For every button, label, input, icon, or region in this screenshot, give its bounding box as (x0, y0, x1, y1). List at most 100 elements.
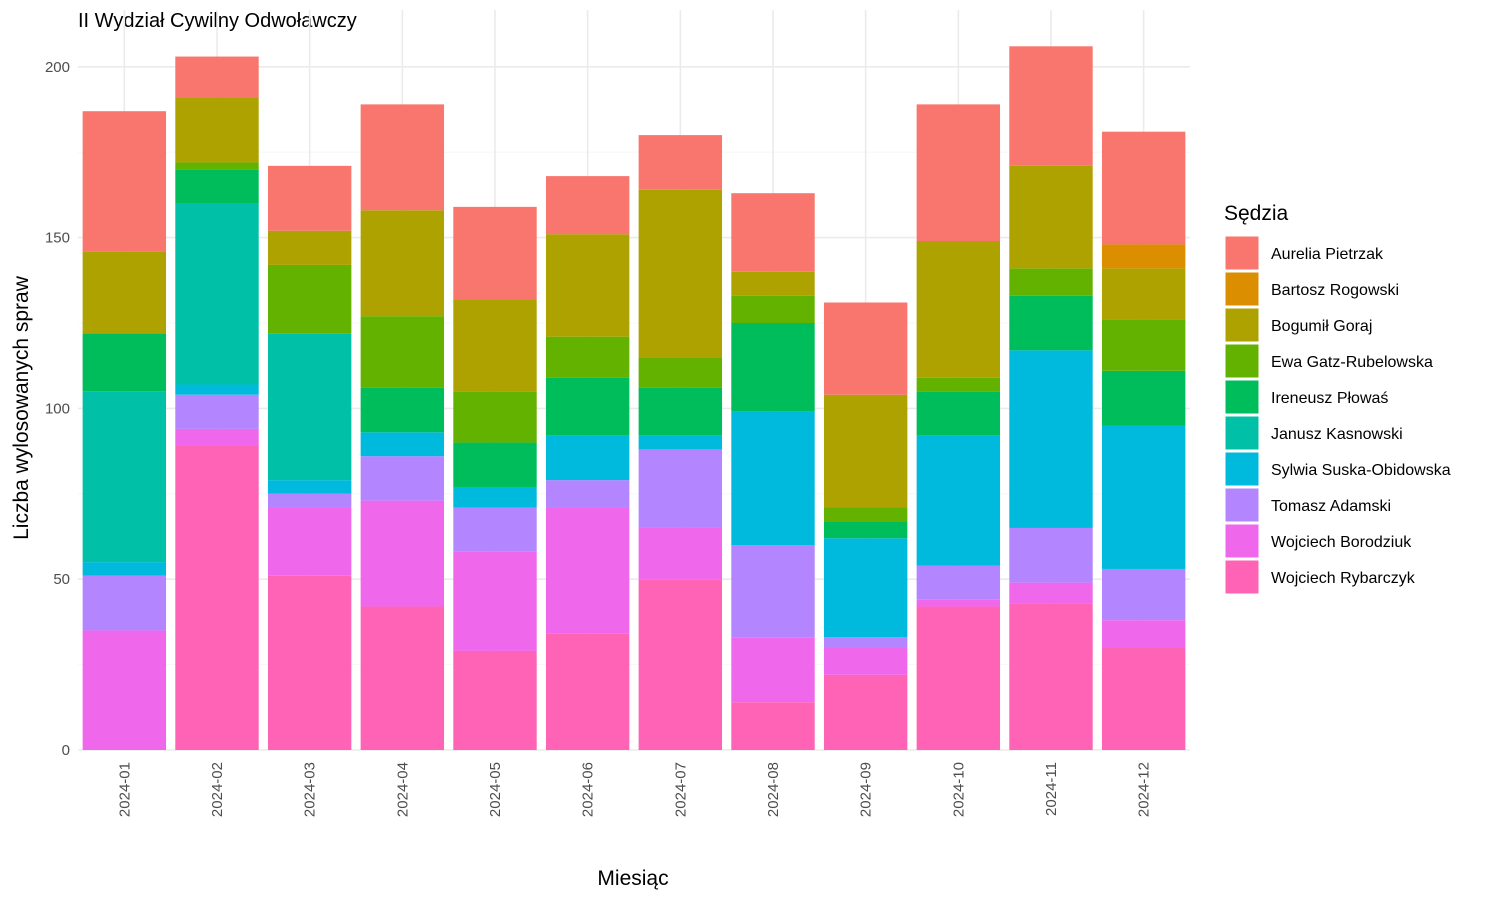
bar-segment (360, 104, 445, 211)
legend-label: Sylwia Suska-Obidowska (1271, 462, 1451, 479)
bar-segment (453, 507, 537, 552)
bar-segment (638, 449, 723, 528)
bar-segment (453, 650, 537, 750)
bar-segment (545, 435, 630, 481)
bar-segment (916, 599, 1001, 607)
bar-segment (638, 435, 723, 450)
bar-segment (823, 521, 908, 539)
legend-swatch (1224, 235, 1260, 271)
bar-segment (1101, 620, 1186, 648)
x-tick-label: 2024-01 (116, 762, 133, 817)
bar-segment (360, 606, 445, 750)
bar-segment (360, 387, 445, 433)
bar-segment (1101, 244, 1186, 269)
bar-segment (916, 377, 1001, 392)
bar-segment (823, 637, 908, 648)
bar-segment (267, 480, 352, 494)
bar-segment (453, 442, 537, 487)
bar-segment (453, 486, 537, 508)
bar-segment (731, 545, 815, 638)
legend-label: Bogumił Goraj (1271, 318, 1372, 335)
bar-segment (82, 562, 167, 576)
y-tick-label: 150 (45, 230, 70, 247)
legend: Aurelia Pietrzak Bartosz Rogowski Bogumił … (1224, 235, 1451, 595)
bar-segment (545, 176, 630, 235)
bar-segment (267, 165, 352, 231)
bar-segment (175, 56, 259, 98)
legend-swatch (1224, 559, 1260, 595)
bar-segment (1009, 603, 1093, 750)
legend-swatch (1224, 379, 1260, 415)
bar-segment (175, 169, 259, 204)
bar-segment (360, 500, 445, 607)
bar-segment (175, 203, 259, 385)
bar-segment (82, 575, 167, 631)
y-tick-label: 200 (45, 59, 70, 76)
bar-segment (731, 637, 815, 703)
bar-segment (638, 189, 723, 358)
bar-segment (267, 507, 352, 576)
bar-segment (731, 295, 815, 323)
bar-segment (1101, 425, 1186, 569)
bar-segment (823, 394, 908, 508)
bar-segment (731, 271, 815, 296)
bar-segment (545, 234, 630, 337)
x-axis-ticks: 2024-01 2024-02 2024-03 2024-04 2024-05 2024-… (116, 762, 1152, 817)
bar-segment (823, 538, 908, 638)
bar-segment (731, 193, 815, 272)
x-axis-title: Miesiąc (597, 867, 668, 890)
bar-segment (916, 606, 1001, 750)
bar-segment (1009, 165, 1093, 269)
bar-segment (360, 316, 445, 388)
y-tick-label: 100 (45, 400, 70, 417)
x-tick-label: 2024-05 (487, 762, 504, 817)
x-tick-label: 2024-12 (1136, 762, 1153, 817)
bar-segment (82, 630, 167, 750)
bar-segment (545, 377, 630, 436)
bar-segment (175, 394, 259, 429)
bar-segment (267, 230, 352, 265)
bar-segment (731, 702, 815, 750)
legend-label: Ireneusz Płowaś (1271, 390, 1388, 407)
bar-segment (453, 551, 537, 651)
x-tick-label: 2024-08 (765, 762, 782, 817)
bar-segment (545, 507, 630, 634)
x-tick-label: 2024-07 (672, 762, 689, 817)
bar-segment (175, 97, 259, 163)
bar-segment (1101, 370, 1186, 426)
bar-segment (1009, 295, 1093, 351)
x-tick-label: 2024-09 (858, 762, 875, 817)
legend-label: Wojciech Rybarczyk (1271, 570, 1416, 587)
legend-label: Wojciech Borodziuk (1271, 534, 1412, 551)
legend-label: Aurelia Pietrzak (1271, 246, 1384, 263)
y-axis-ticks: 0 50 100 150 200 (45, 59, 70, 759)
bar-segment (267, 493, 352, 508)
x-tick-label: 2024-04 (394, 762, 411, 817)
x-tick-label: 2024-11 (1043, 762, 1060, 816)
bar-segment (1009, 582, 1093, 604)
bar-segment (916, 241, 1001, 378)
bar-segment (731, 411, 815, 546)
legend-swatch (1224, 415, 1260, 451)
bar-segment (267, 575, 352, 750)
legend-title: Sędzia (1224, 202, 1289, 225)
bar-segment (175, 445, 259, 750)
legend-label: Tomasz Adamski (1271, 498, 1391, 515)
legend-swatch (1224, 271, 1260, 307)
bar-segment (1101, 568, 1186, 621)
bar-segment (1009, 268, 1093, 296)
bar-segment (823, 507, 908, 522)
legend-label: Ewa Gatz-Rubelowska (1271, 354, 1433, 371)
bar-segment (916, 435, 1001, 566)
y-axis-title: Liczba wylosowanych spraw (10, 275, 33, 540)
bar-segment (1101, 319, 1186, 371)
bar-segment (360, 210, 445, 317)
bar-segment (638, 387, 723, 436)
bar-segment (453, 206, 537, 300)
bar-segment (545, 480, 630, 508)
bar-segment (638, 527, 723, 580)
legend-swatch (1224, 523, 1260, 559)
bar-segment (545, 336, 630, 378)
bar-segment (175, 428, 259, 446)
